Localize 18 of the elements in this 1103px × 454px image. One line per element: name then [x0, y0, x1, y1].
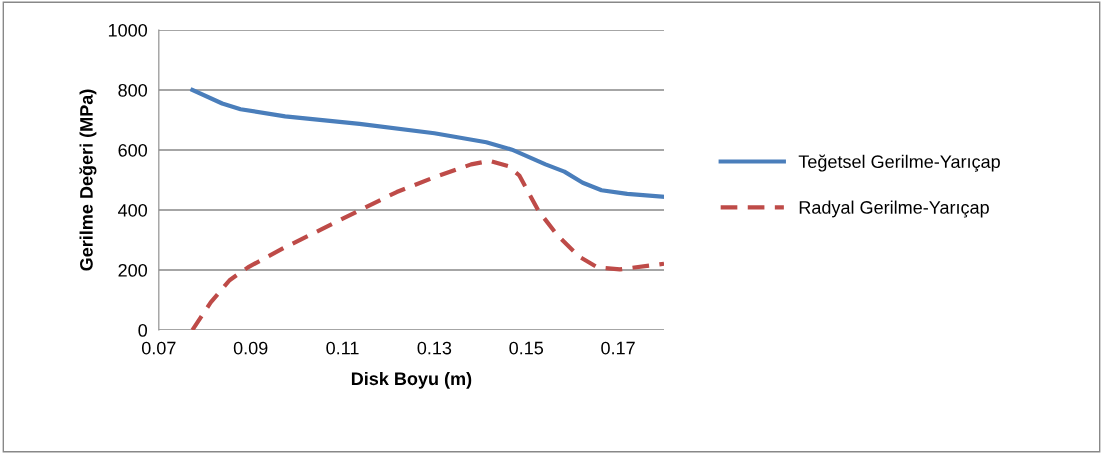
x-tick-label: 0.09 [233, 341, 268, 355]
y-tick-label: 1000 [108, 23, 148, 37]
line-series [190, 87, 665, 199]
x-tick-label: 0.17 [601, 341, 635, 355]
y-axis-title: Gerilme Değeri (MPa) [79, 89, 97, 271]
y-tick-label: 200 [118, 263, 148, 277]
legend-label: Radyal Gerilme-Yarıçap [799, 200, 989, 218]
line-series [190, 158, 665, 331]
x-tick-label: 0.11 [326, 341, 359, 355]
y-tick-label: 600 [118, 143, 148, 157]
y-tick-label: 800 [118, 83, 148, 97]
x-tick-label: 0.13 [417, 341, 452, 355]
x-tick-label: 0.07 [141, 341, 176, 355]
x-axis-title: Disk Boyu (m) [351, 371, 472, 389]
y-tick-label: 400 [118, 203, 148, 217]
x-tick-label: 0.15 [509, 341, 544, 355]
legend-label: Teğetsel Gerilme-Yarıçap [798, 154, 1000, 172]
y-tick-label: 0 [138, 323, 148, 337]
